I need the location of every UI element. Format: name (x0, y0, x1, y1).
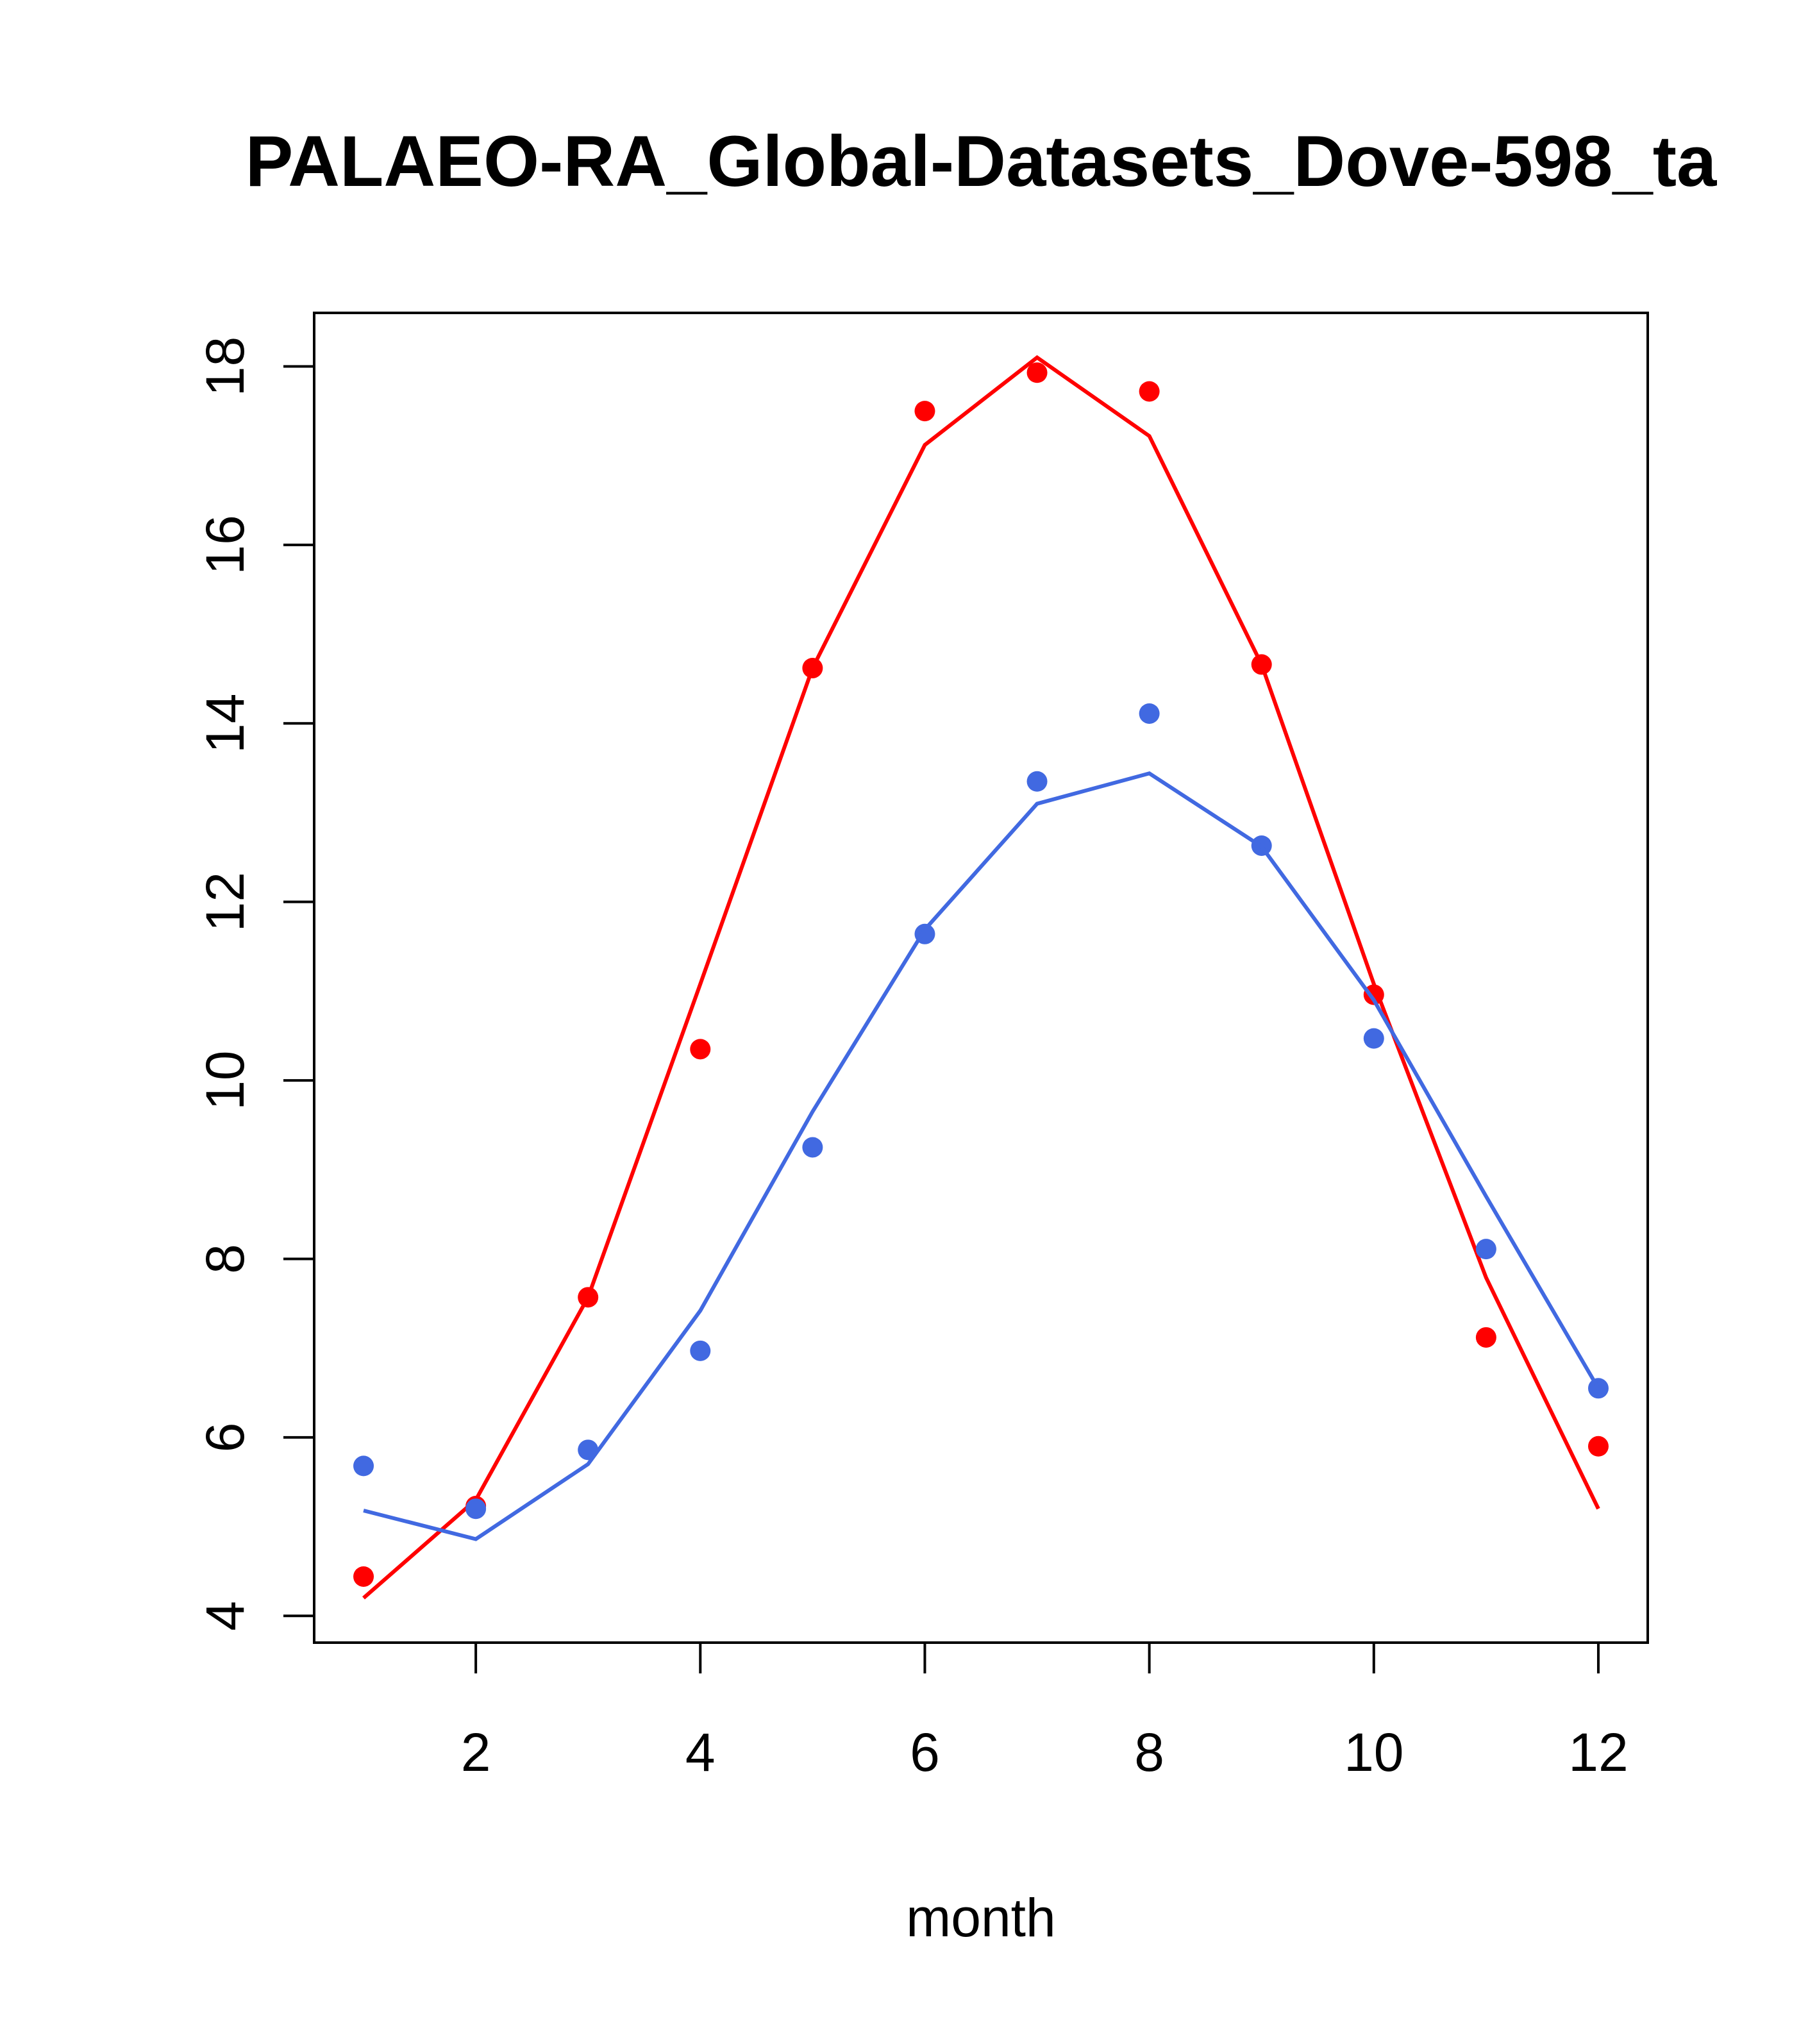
chart-marks (353, 355, 1609, 1600)
red-points-series (353, 362, 1609, 1587)
x-axis-label: month (906, 1888, 1055, 1948)
blue-line-series (363, 771, 1600, 1541)
data-point (690, 1039, 711, 1060)
data-point (690, 1340, 711, 1361)
data-point (1139, 381, 1160, 402)
data-point (1587, 1436, 1609, 1457)
y-tick-label: 10 (195, 1050, 255, 1110)
x-tick-label: 10 (1344, 1722, 1403, 1782)
blue-points-series (353, 703, 1609, 1520)
data-point (1026, 771, 1048, 792)
y-tick-label: 18 (195, 337, 255, 396)
y-tick-label: 16 (195, 515, 255, 574)
data-point (353, 1455, 374, 1477)
data-point (1475, 1327, 1496, 1348)
data-point (465, 1498, 487, 1520)
red-line (362, 355, 1600, 1600)
data-point (1139, 703, 1160, 724)
x-tick-label: 12 (1568, 1722, 1628, 1782)
data-point (1475, 1239, 1496, 1260)
data-point (1363, 1028, 1384, 1049)
data-point (353, 1566, 374, 1587)
x-axis: 2 4 6 8 10 12 (461, 1641, 1629, 1782)
y-tick-label: 6 (195, 1422, 255, 1452)
x-tick-label: 6 (910, 1722, 940, 1782)
y-tick-label: 12 (195, 872, 255, 932)
y-tick-label: 14 (195, 694, 255, 753)
x-tick-label: 4 (685, 1722, 716, 1782)
data-point (914, 401, 935, 422)
x-tick-label: 8 (1134, 1722, 1164, 1782)
blue-line (363, 771, 1600, 1541)
y-tick-label: 8 (195, 1244, 255, 1274)
y-tick-label: 4 (195, 1601, 255, 1631)
plot-frame (313, 312, 1649, 1644)
chart-title: PALAEO-RA_Global-Datasets_Dove-598_ta (246, 121, 1717, 201)
data-point (802, 1137, 823, 1158)
x-tick-label: 2 (461, 1722, 491, 1782)
y-axis: 4 6 8 10 12 14 16 18 (195, 337, 315, 1631)
red-line-series (362, 355, 1600, 1600)
data-point (1026, 362, 1048, 383)
